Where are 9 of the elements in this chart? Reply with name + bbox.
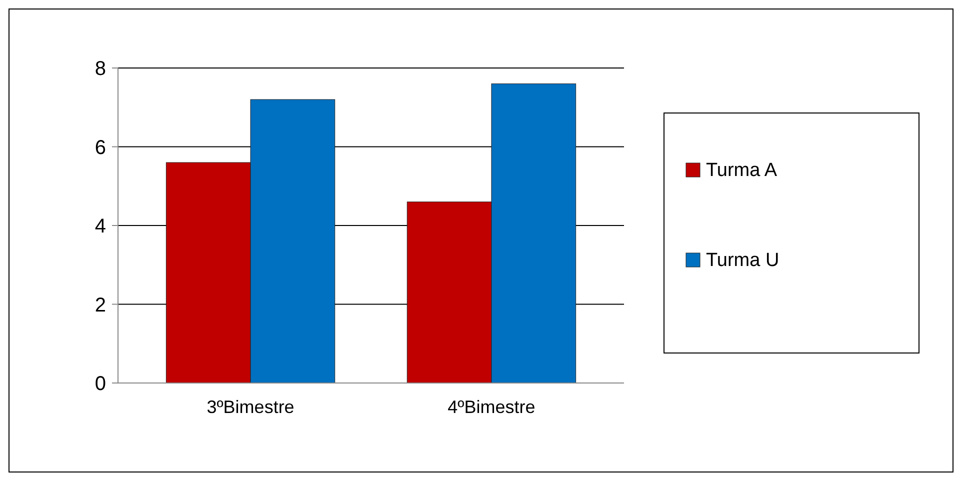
- y-tick-label: 4: [94, 216, 106, 238]
- y-tick-label: 6: [94, 136, 106, 159]
- y-tick-label: 2: [94, 294, 106, 316]
- x-tick-label: 3ºBimestre: [206, 397, 294, 417]
- x-tick-label: 4ºBimestre: [448, 397, 536, 417]
- legend-label: Turma U: [706, 250, 780, 271]
- y-tick-label: 8: [94, 58, 106, 80]
- legend-label: Turma A: [706, 160, 778, 181]
- y-tick-label: 0: [94, 373, 106, 395]
